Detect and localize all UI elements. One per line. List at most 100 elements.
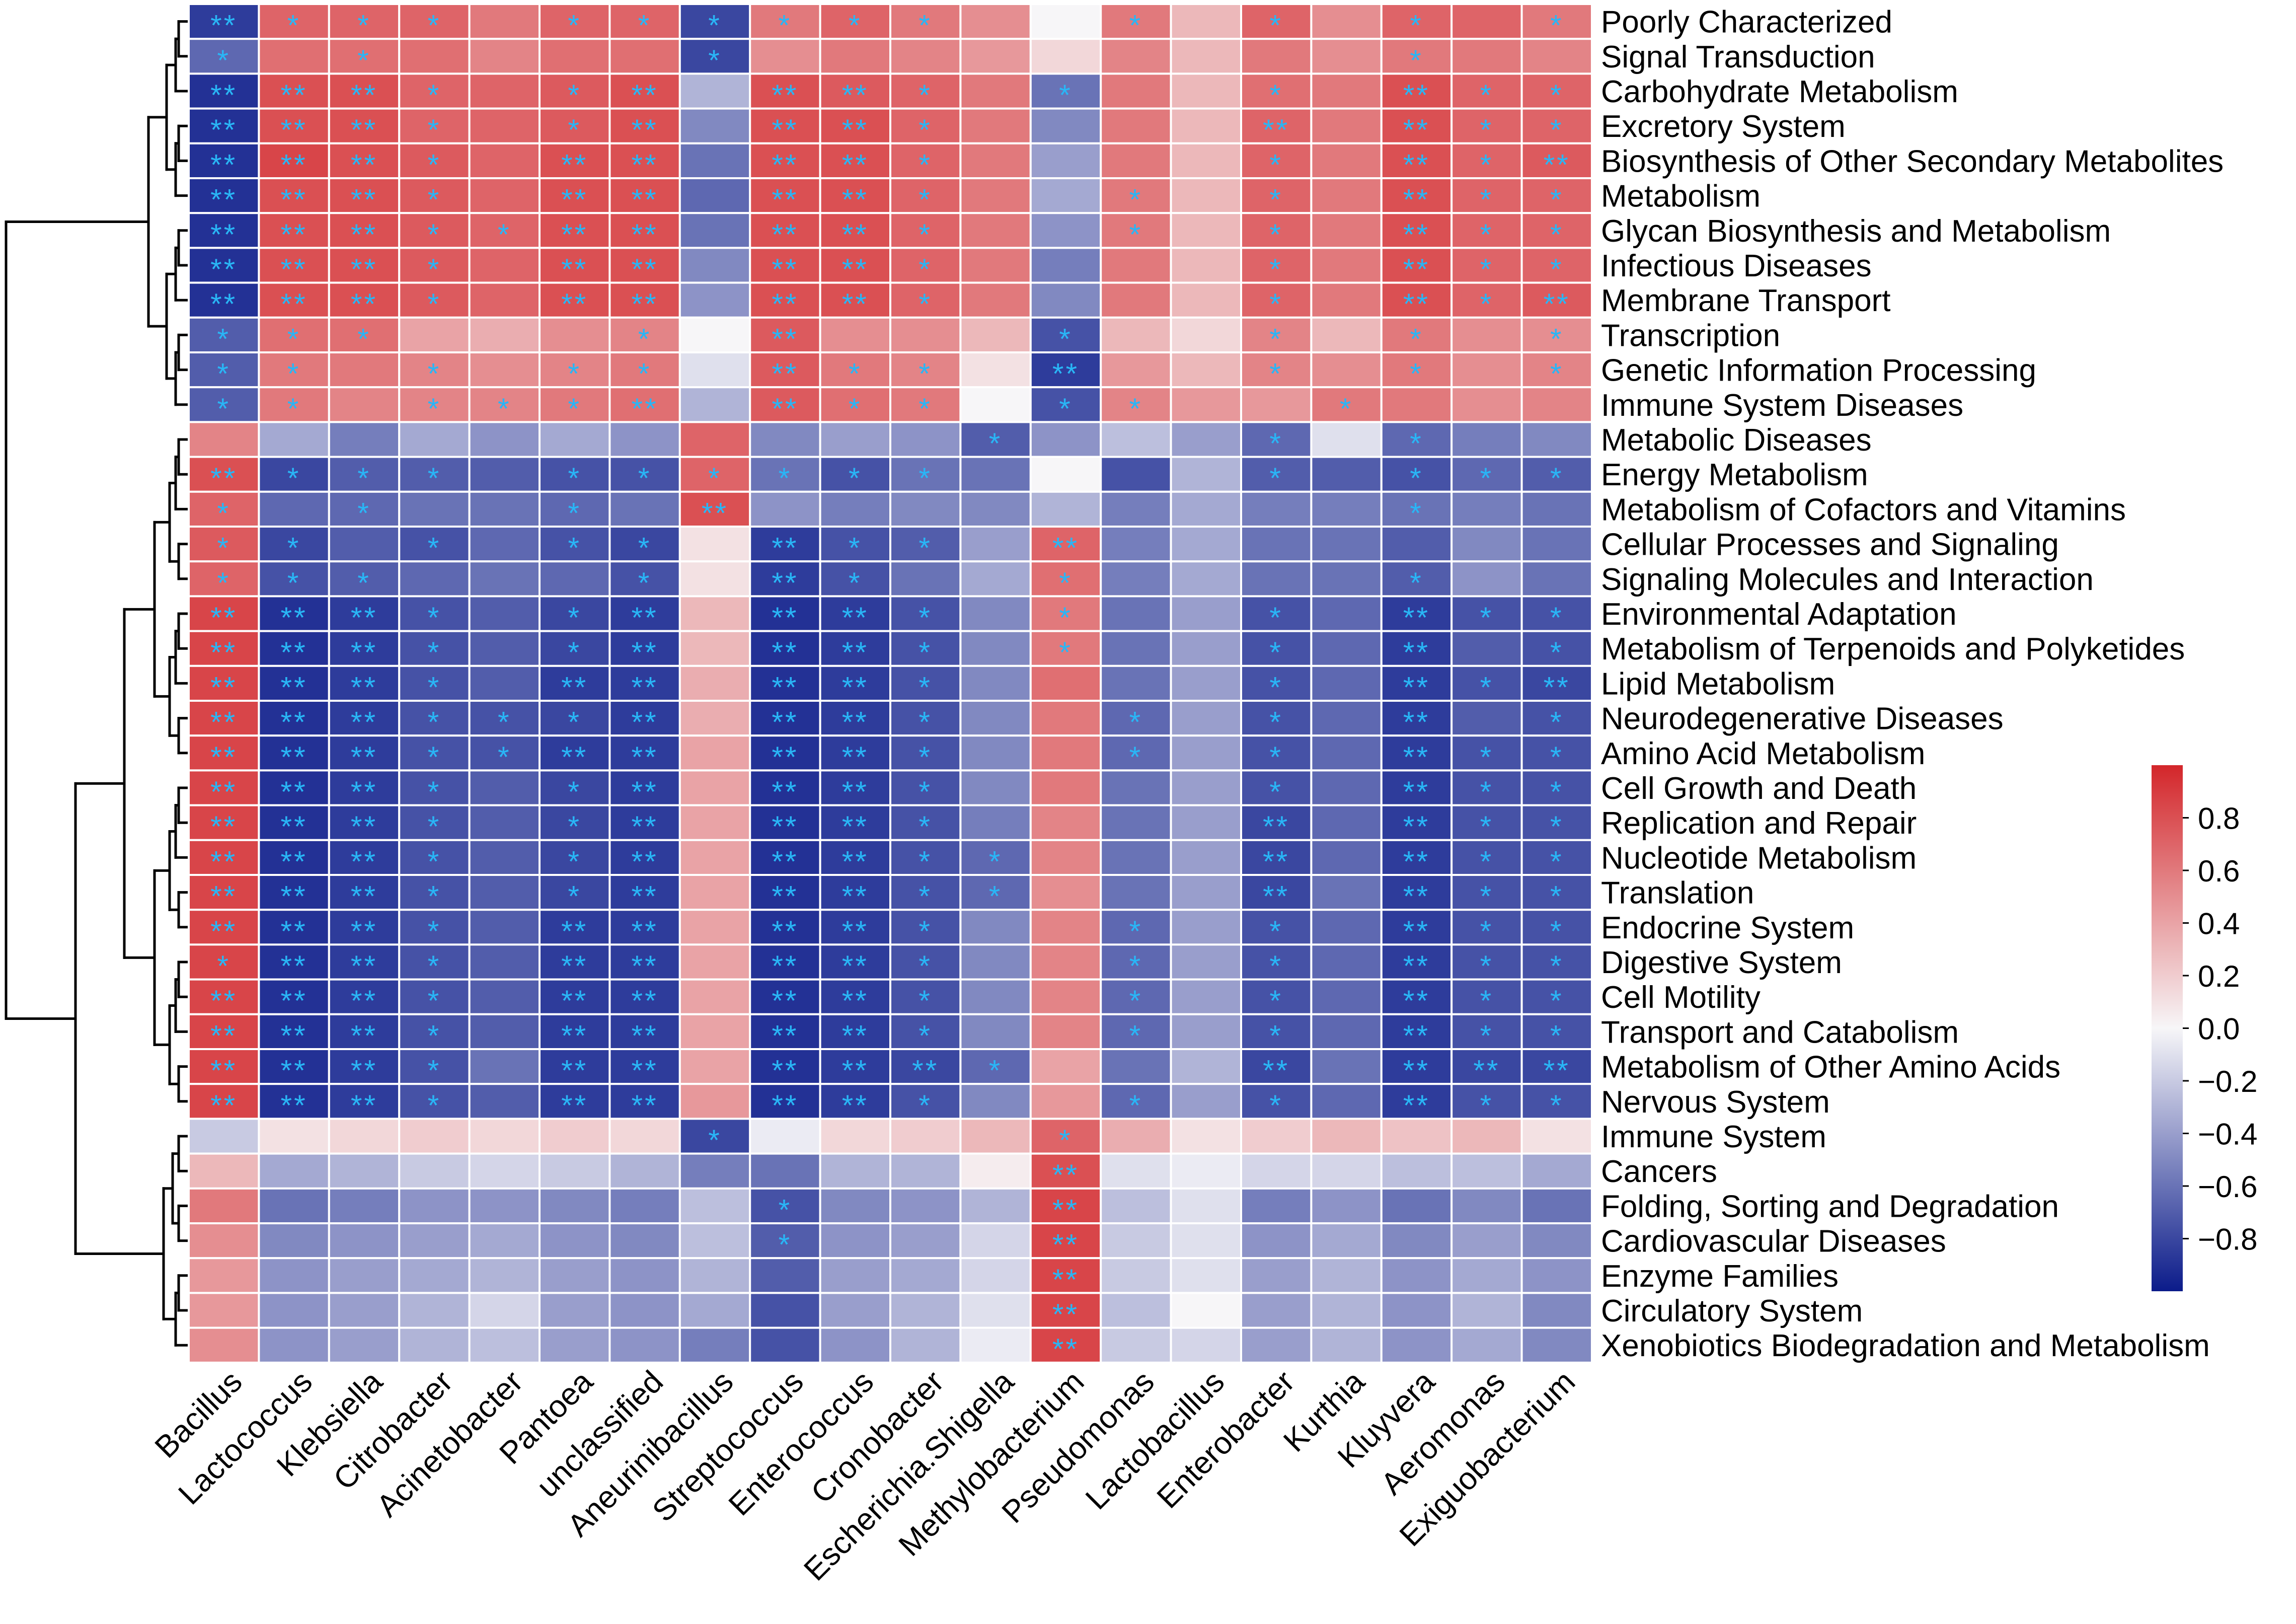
heatmap-cell xyxy=(188,247,260,284)
significance-marker: * xyxy=(1480,776,1494,808)
heatmap-cell xyxy=(1170,107,1243,144)
heatmap-cell xyxy=(1029,1152,1102,1190)
heatmap-cell xyxy=(749,874,821,911)
heatmap-cell xyxy=(1310,247,1383,284)
row-label: Cell Growth and Death xyxy=(1601,771,1917,806)
heatmap-cell xyxy=(678,1152,751,1190)
heatmap-cell xyxy=(678,1292,751,1329)
heatmap-cell xyxy=(1450,351,1523,389)
heatmap-cell xyxy=(1310,1187,1383,1225)
significance-marker: ** xyxy=(561,218,588,251)
significance-marker: ** xyxy=(842,950,869,983)
row-label: Signaling Molecules and Interaction xyxy=(1601,562,2094,597)
significance-marker: ** xyxy=(1403,149,1430,181)
heatmap-cell xyxy=(1310,456,1383,493)
significance-marker: ** xyxy=(772,1055,798,1087)
significance-marker: * xyxy=(568,393,581,425)
significance-marker: * xyxy=(1269,741,1283,774)
significance-marker: ** xyxy=(351,602,377,634)
row-label: Enzyme Families xyxy=(1601,1259,1839,1294)
significance-marker: * xyxy=(217,44,231,77)
significance-marker: ** xyxy=(351,845,377,878)
heatmap-cell xyxy=(1029,142,1102,179)
heatmap-cell xyxy=(608,700,681,737)
significance-marker: * xyxy=(1480,149,1494,181)
heatmap-cell xyxy=(1170,38,1243,75)
significance-marker: ** xyxy=(772,776,798,808)
significance-marker: ** xyxy=(561,1089,588,1122)
heatmap-cell xyxy=(258,1118,330,1155)
significance-marker: * xyxy=(919,532,932,565)
heatmap-cell xyxy=(1170,874,1243,911)
heatmap-cell xyxy=(328,1187,401,1225)
significance-marker: * xyxy=(1269,323,1283,355)
significance-marker: * xyxy=(919,218,932,251)
significance-marker: * xyxy=(989,845,1003,878)
heatmap-cell xyxy=(819,107,891,144)
heatmap-cell xyxy=(1240,1292,1313,1329)
heatmap-cell xyxy=(819,665,891,702)
heatmap-cell xyxy=(678,1118,751,1155)
heatmap-cell xyxy=(398,978,471,1015)
heatmap-cell xyxy=(1520,1257,1593,1294)
significance-marker: ** xyxy=(842,845,869,878)
significance-marker: * xyxy=(498,218,511,251)
heatmap-cell xyxy=(1380,1257,1453,1294)
significance-marker: * xyxy=(428,671,441,704)
heatmap-cell xyxy=(1240,1152,1313,1190)
significance-marker: * xyxy=(217,497,231,530)
significance-marker: * xyxy=(919,706,932,739)
significance-marker: ** xyxy=(210,810,237,843)
significance-marker: * xyxy=(1059,323,1073,355)
heatmap-cell xyxy=(1520,3,1593,40)
significance-marker: * xyxy=(989,427,1003,460)
heatmap-cell xyxy=(819,700,891,737)
significance-marker: * xyxy=(1269,10,1283,42)
heatmap-cell xyxy=(678,665,751,702)
colorbar-tick-label: −0.6 xyxy=(2198,1170,2257,1204)
heatmap-cell xyxy=(1029,526,1102,563)
significance-marker: * xyxy=(1550,915,1564,948)
heatmap-cell xyxy=(1170,734,1243,772)
heatmap-cell xyxy=(1520,490,1593,528)
heatmap-cell xyxy=(1380,1048,1453,1085)
significance-marker: ** xyxy=(772,393,798,425)
significance-marker: * xyxy=(849,358,862,391)
significance-marker: * xyxy=(428,950,441,983)
heatmap-cell xyxy=(959,3,1032,40)
heatmap-cell xyxy=(749,351,821,389)
heatmap-cell xyxy=(1450,1257,1523,1294)
row-label: Carbohydrate Metabolism xyxy=(1601,75,1958,109)
heatmap-cell xyxy=(959,421,1032,458)
heatmap-cell xyxy=(678,769,751,806)
heatmap-cell xyxy=(889,1257,962,1294)
heatmap-cell xyxy=(1240,1118,1313,1155)
heatmap-cell xyxy=(1380,38,1453,75)
significance-marker: * xyxy=(1480,114,1494,146)
significance-marker: ** xyxy=(561,1019,588,1052)
significance-marker: * xyxy=(1480,184,1494,216)
row-label: Translation xyxy=(1601,876,1754,911)
heatmap-cell xyxy=(749,38,821,75)
heatmap-cell xyxy=(1450,1048,1523,1085)
heatmap-cell xyxy=(678,177,751,214)
significance-marker: ** xyxy=(351,114,377,146)
heatmap-cell xyxy=(539,3,611,40)
heatmap-cell xyxy=(468,839,541,876)
significance-marker: ** xyxy=(561,149,588,181)
heatmap-cell xyxy=(1310,560,1383,598)
heatmap-cell xyxy=(1170,700,1243,737)
significance-marker: ** xyxy=(842,810,869,843)
significance-marker: ** xyxy=(842,1019,869,1052)
heatmap-cell xyxy=(749,72,821,110)
heatmap-cell xyxy=(468,456,541,493)
heatmap-cell xyxy=(1170,1292,1243,1329)
significance-marker: * xyxy=(1480,741,1494,774)
heatmap-cell xyxy=(1170,72,1243,110)
significance-marker: ** xyxy=(1052,1229,1079,1262)
heatmap-cell xyxy=(1380,421,1453,458)
significance-marker: ** xyxy=(842,149,869,181)
heatmap-cell xyxy=(1100,1013,1172,1051)
significance-marker: * xyxy=(428,636,441,669)
heatmap-cell xyxy=(468,560,541,598)
